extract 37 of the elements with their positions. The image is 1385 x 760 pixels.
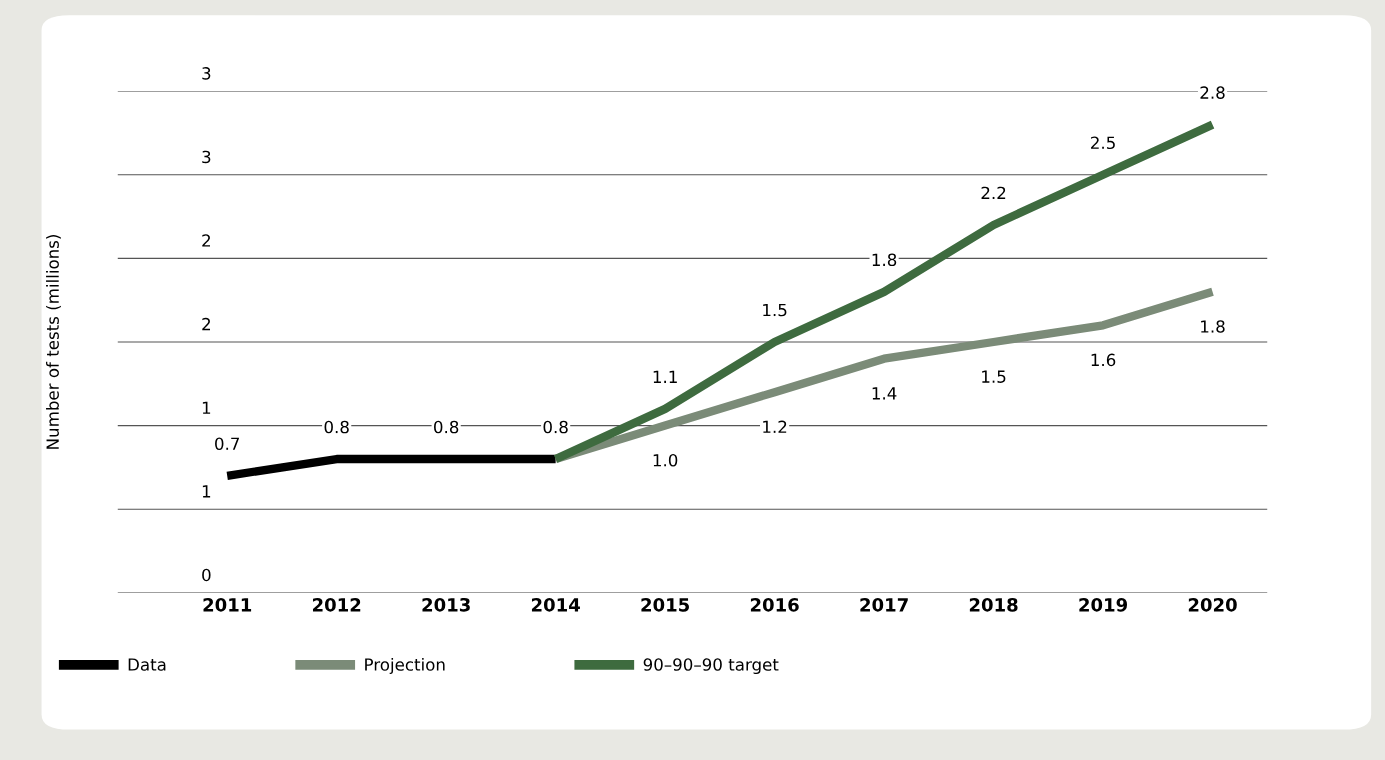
x-tick-label: 2014 bbox=[531, 597, 580, 612]
x-tick-label: 2019 bbox=[1079, 597, 1128, 612]
data-label: 1.8 bbox=[872, 253, 897, 267]
data-label: 2.5 bbox=[1091, 136, 1115, 150]
y-tick-label: 1 bbox=[202, 401, 211, 414]
data-label: 1.1 bbox=[653, 370, 677, 383]
data-label: 1.6 bbox=[1091, 353, 1116, 367]
x-tick-label: 2013 bbox=[422, 597, 470, 612]
data-label: 0.7 bbox=[215, 437, 240, 451]
y-tick-label: 1 bbox=[202, 485, 211, 498]
data-label: 1.5 bbox=[982, 370, 1006, 383]
x-tick-label: 2011 bbox=[203, 597, 252, 612]
y-tick-label: 2 bbox=[202, 317, 210, 331]
x-tick-label: 2018 bbox=[969, 597, 1018, 612]
x-tick-label: 2017 bbox=[860, 597, 908, 612]
legend-label: Projection bbox=[365, 657, 445, 675]
y-tick-label: 0 bbox=[202, 568, 211, 582]
y-tick-label: 2 bbox=[202, 234, 210, 247]
data-label: 1.8 bbox=[1201, 320, 1225, 333]
data-label: 1.5 bbox=[763, 303, 787, 317]
x-tick-label: 2016 bbox=[750, 597, 799, 612]
x-tick-label: 2012 bbox=[312, 597, 361, 612]
y-tick-label: 3 bbox=[202, 150, 211, 164]
data-label: 0.8 bbox=[543, 420, 568, 434]
data-label: 1.0 bbox=[653, 453, 678, 467]
data-label: 1.4 bbox=[872, 387, 897, 400]
data-label: 0.8 bbox=[434, 420, 459, 434]
data-label: 2.2 bbox=[981, 186, 1006, 199]
data-label: 0.8 bbox=[324, 420, 349, 434]
x-tick-label: 2020 bbox=[1188, 597, 1237, 612]
legend-label: Data bbox=[128, 658, 166, 671]
x-tick-label: 2015 bbox=[641, 597, 689, 612]
data-label: 1.2 bbox=[763, 420, 787, 433]
data-label: 2.8 bbox=[1200, 86, 1225, 99]
legend-label: 90–90–90 target bbox=[643, 658, 779, 675]
y-axis-title: Number of tests (millions) bbox=[46, 235, 61, 449]
y-tick-label: 3 bbox=[202, 67, 211, 80]
